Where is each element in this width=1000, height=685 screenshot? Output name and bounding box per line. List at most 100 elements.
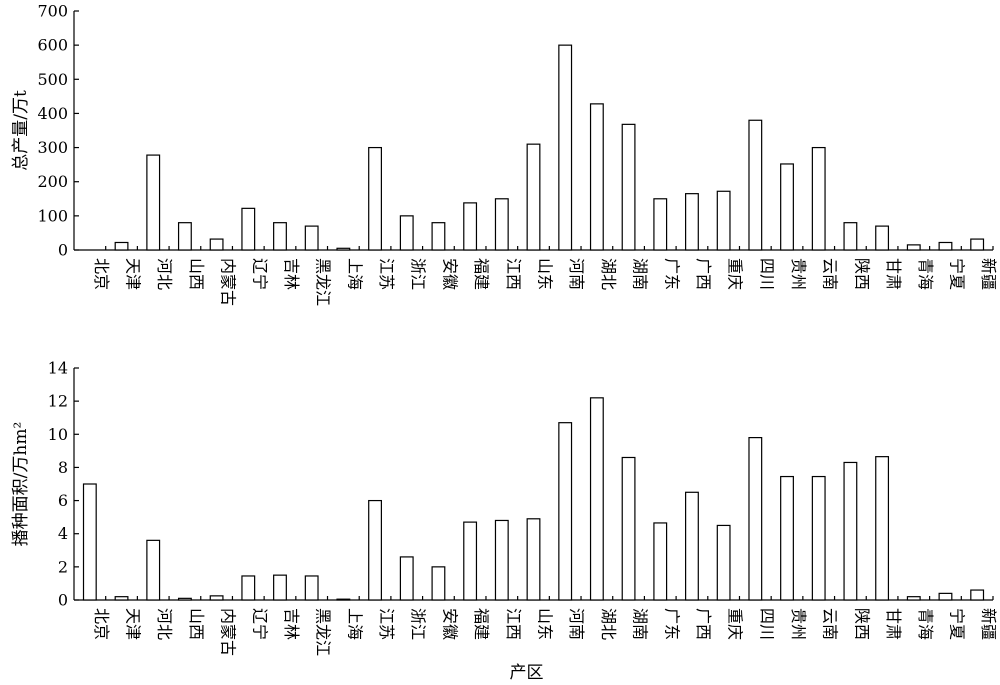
y-axis-title: 总产量/万t: [11, 90, 31, 171]
x-tick-label: 吉林: [282, 608, 301, 640]
y-tick-label: 10: [48, 425, 68, 444]
bar: [241, 207, 256, 251]
x-tick-label: 宁夏: [947, 258, 966, 290]
bar: [748, 119, 763, 251]
x-tick-label: 云南: [821, 258, 840, 290]
x-tick-label: 广东: [662, 258, 681, 290]
bar: [875, 225, 890, 251]
x-tick-label: 北京: [92, 608, 111, 640]
bar: [811, 146, 826, 251]
y-tick-label: 2: [58, 557, 68, 576]
production-chart: 0 100 200 300 400 500 600 700 北京 天津 河北 山西 内蒙古 辽宁 吉林 黑龙江…: [11, 2, 998, 307]
x-tick-label: 青海: [916, 258, 935, 290]
bar: [399, 215, 414, 251]
bar: [494, 519, 509, 601]
bar: [399, 556, 414, 601]
x-tick-label: 福建: [472, 258, 491, 290]
bar: [558, 44, 573, 251]
bar: [558, 422, 573, 601]
bar: [336, 247, 351, 251]
y-tick-label: 300: [37, 138, 68, 157]
x-tick-label: 贵州: [789, 258, 808, 290]
x-tick-label: 宁夏: [947, 608, 966, 640]
x-tick-label: 陕西: [852, 258, 871, 290]
bar: [780, 475, 794, 601]
bar: [463, 202, 478, 251]
x-tick-label: 新疆: [979, 258, 998, 290]
bar: [209, 238, 224, 251]
x-tick-label: 河南: [567, 258, 586, 290]
bar: [843, 222, 858, 251]
x-tick-label: 山东: [536, 608, 555, 640]
x-tick-label: 山西: [187, 258, 206, 290]
y-tick-label: 500: [37, 70, 68, 89]
x-tick-label: 安徽: [440, 258, 459, 290]
bar: [114, 241, 129, 251]
x-tick-label: 天津: [124, 258, 143, 290]
x-tick-label: 湖北: [599, 608, 618, 640]
x-tick-label: 黑龙江: [314, 608, 333, 656]
x-tick-label: 天津: [124, 608, 143, 640]
x-tick-label: 广西: [694, 608, 713, 640]
y-tick-label: 200: [37, 172, 68, 191]
bar: [906, 244, 921, 251]
x-tick-label: 广西: [694, 258, 713, 290]
bar: [938, 241, 953, 251]
y-tick-label: 600: [37, 36, 68, 55]
x-tick-label: 福建: [472, 608, 491, 640]
x-tick-label: 浙江: [409, 258, 428, 290]
y-tick-label: 400: [37, 104, 68, 123]
bar: [368, 499, 382, 601]
bar: [685, 193, 699, 251]
y-tick-label: 6: [58, 491, 68, 510]
x-tick-label: 浙江: [409, 608, 428, 640]
x-tick-label: 内蒙古: [219, 608, 238, 656]
bar: [177, 222, 192, 251]
bar: [431, 566, 446, 601]
bar: [780, 163, 794, 251]
bar: [843, 461, 858, 601]
x-tick-label: 江苏: [377, 608, 396, 640]
x-tick-label: 江西: [504, 608, 523, 640]
bar: [653, 198, 668, 251]
bar: [114, 596, 129, 601]
bar: [653, 522, 668, 601]
bar: [589, 397, 604, 601]
bar: [177, 597, 192, 601]
x-tick-label: 江苏: [377, 258, 396, 290]
bar: [526, 518, 541, 601]
bar: [716, 190, 731, 251]
bar: [82, 483, 97, 601]
x-tick-label: 湖北: [599, 258, 618, 290]
x-tick-label: 四川: [757, 258, 776, 290]
x-tick-label: 江西: [504, 258, 523, 290]
y-axis-title: 播种面积/万hm²: [11, 422, 31, 547]
x-tick-label: 云南: [821, 608, 840, 640]
y-tick-label: 8: [58, 458, 68, 477]
bar: [811, 475, 826, 601]
x-tick-label: 山东: [536, 258, 555, 290]
y-tick-label: 14: [48, 359, 68, 378]
x-tick-label: 湖南: [631, 608, 650, 640]
bar: [906, 596, 921, 601]
bar: [685, 491, 699, 601]
bar: [494, 198, 509, 251]
x-tick-label: 黑龙江: [314, 258, 333, 306]
x-tick-label: 贵州: [789, 608, 808, 640]
y-tick-label: 100: [37, 206, 68, 225]
bar: [589, 103, 604, 251]
bar: [304, 575, 319, 601]
bar: [970, 589, 985, 601]
bar: [368, 146, 382, 251]
y-tick-label: 12: [48, 392, 68, 411]
bar: [716, 524, 731, 601]
x-tick-label: 上海: [345, 608, 364, 640]
x-tick-label: 辽宁: [250, 608, 269, 640]
bar: [304, 225, 319, 251]
bar: [970, 238, 985, 251]
x-tick-label: 河北: [155, 258, 174, 290]
x-tick-label: 重庆: [726, 608, 745, 640]
bar: [875, 456, 890, 601]
x-tick-label: 上海: [345, 258, 364, 290]
